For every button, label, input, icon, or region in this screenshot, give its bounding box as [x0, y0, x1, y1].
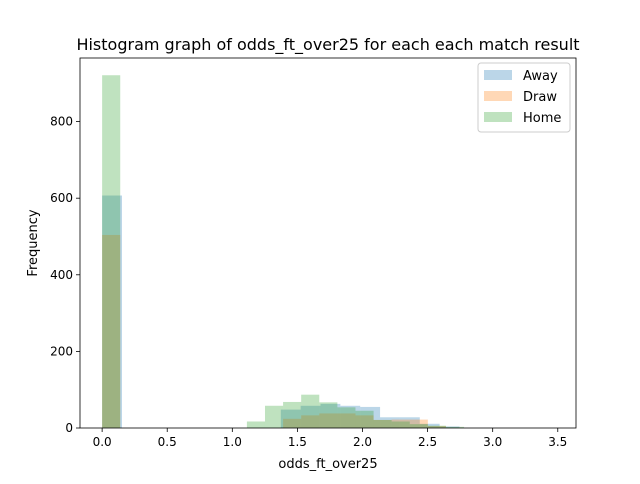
x-tick-label: 3.5: [548, 435, 567, 449]
legend-box: [477, 62, 571, 133]
bar-home-2: [264, 405, 284, 428]
y-tick-label: 0: [65, 421, 73, 435]
bar-draw-0: [102, 234, 121, 428]
y-axis-ticks: 0 200 400 600 800: [50, 115, 80, 435]
y-tick-label: 600: [50, 191, 73, 205]
bar-away-7: [399, 417, 420, 428]
bar-home-11: [427, 425, 446, 428]
bar-home-9: [391, 421, 410, 428]
x-tick-label: 0.5: [158, 435, 177, 449]
bar-home-1: [246, 421, 265, 428]
legend: Away Draw Home: [477, 62, 571, 133]
bar-draw-1: [283, 418, 302, 428]
bar-draw-7: [391, 419, 410, 428]
x-axis-label: odds_ft_over25: [278, 457, 377, 472]
series-home: [102, 75, 465, 429]
legend-swatch-draw: [484, 91, 512, 101]
bar-away-8: [419, 423, 440, 428]
bar-draw-6: [373, 419, 392, 428]
series-away: [102, 195, 460, 428]
bars-layer: [102, 75, 465, 429]
legend-swatch-home: [484, 112, 512, 122]
y-tick-label: 400: [50, 268, 73, 282]
bar-away-3: [320, 403, 341, 428]
x-tick-label: 3.0: [483, 435, 502, 449]
legend-label-home: Home: [523, 111, 561, 126]
bar-draw-3: [319, 413, 338, 428]
bar-home-6: [337, 407, 356, 428]
series-draw: [102, 234, 446, 428]
y-tick-label: 200: [50, 344, 73, 358]
bar-away-4: [340, 405, 361, 428]
bar-away-9: [439, 426, 460, 428]
bar-draw-4: [337, 413, 356, 428]
bar-away-2: [300, 405, 321, 428]
bar-draw-5: [355, 415, 374, 428]
x-tick-label: 1.5: [288, 435, 307, 449]
bar-draw-2: [301, 415, 320, 428]
bar-home-4: [301, 394, 320, 428]
x-tick-label: 1.0: [223, 435, 242, 449]
bar-home-12: [445, 426, 465, 428]
x-axis-ticks: 0.0 0.5 1.0 1.5 2.0 2.5 3.0 3.5: [93, 428, 567, 449]
legend-swatch-away: [484, 70, 512, 80]
bar-home-0: [102, 75, 121, 429]
x-tick-label: 2.0: [353, 435, 372, 449]
bar-away-6: [380, 417, 400, 428]
x-tick-label: 0.0: [93, 435, 112, 449]
y-axis-label: Frequency: [26, 209, 41, 276]
bar-home-5: [319, 402, 338, 428]
bar-away-1: [280, 409, 301, 428]
bar-home-7: [355, 410, 374, 428]
chart-title: Histogram graph of odds_ft_over25 for ea…: [76, 35, 579, 55]
bar-home-8: [373, 419, 392, 428]
bar-home-3: [283, 401, 302, 428]
bar-draw-8: [409, 419, 428, 428]
bar-home-10: [409, 424, 428, 428]
bar-draw-9: [427, 426, 446, 428]
axes-frame: [79, 57, 577, 429]
bar-away-0: [102, 195, 122, 428]
y-tick-label: 800: [50, 115, 73, 129]
legend-label-draw: Draw: [523, 90, 557, 105]
legend-label-away: Away: [523, 69, 558, 84]
bar-away-5: [360, 406, 381, 428]
x-tick-label: 2.5: [418, 435, 437, 449]
